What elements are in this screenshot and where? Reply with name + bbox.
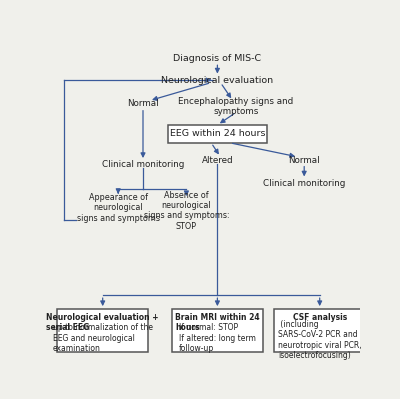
FancyBboxPatch shape bbox=[172, 309, 263, 352]
Text: If normal: STOP
If altered: long term
follow-up: If normal: STOP If altered: long term fo… bbox=[179, 324, 256, 353]
Text: Encephalopathy signs and
symptoms: Encephalopathy signs and symptoms bbox=[178, 97, 294, 116]
Text: EEG within 24 hours: EEG within 24 hours bbox=[170, 129, 265, 138]
Text: CSF analysis: CSF analysis bbox=[292, 313, 347, 322]
FancyBboxPatch shape bbox=[274, 309, 366, 352]
Text: Absence of
neurological
signs and symptoms:
STOP: Absence of neurological signs and sympto… bbox=[144, 191, 229, 231]
Text: Appearance of
neurological
signs and symptoms: Appearance of neurological signs and sym… bbox=[77, 193, 160, 223]
Text: Altered: Altered bbox=[202, 156, 233, 164]
Text: Brain MRI within 24
hours: Brain MRI within 24 hours bbox=[175, 313, 260, 332]
Text: Normal: Normal bbox=[288, 156, 320, 164]
FancyBboxPatch shape bbox=[168, 125, 267, 143]
Text: Neurological evaluation +
serial EEG: Neurological evaluation + serial EEG bbox=[46, 313, 159, 332]
Text: up to normalization of the
EEG and neurological
examination: up to normalization of the EEG and neuro… bbox=[53, 324, 153, 353]
Text: (including
SARS-CoV-2 PCR and
neurotropic viral PCR,
isoelectrofocusing): (including SARS-CoV-2 PCR and neurotropi… bbox=[278, 320, 362, 360]
Text: Neurological evaluation: Neurological evaluation bbox=[161, 76, 274, 85]
Text: Normal: Normal bbox=[127, 99, 159, 108]
Text: Clinical monitoring: Clinical monitoring bbox=[263, 179, 345, 188]
Text: Diagnosis of MIS-C: Diagnosis of MIS-C bbox=[173, 54, 262, 63]
FancyBboxPatch shape bbox=[57, 309, 148, 352]
Text: Clinical monitoring: Clinical monitoring bbox=[102, 160, 184, 169]
